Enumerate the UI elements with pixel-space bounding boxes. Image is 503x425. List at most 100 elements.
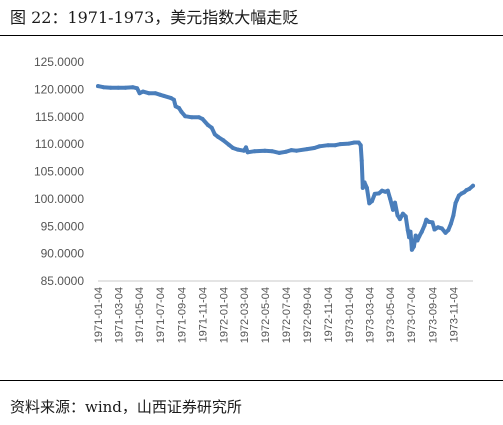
x-tick-label: 1971-03-04 xyxy=(113,287,125,343)
x-tick-label: 1971-01-04 xyxy=(93,287,105,343)
data-point xyxy=(397,217,402,222)
y-tick-label: 110.0000 xyxy=(35,137,84,151)
data-point xyxy=(380,188,384,193)
data-point xyxy=(101,85,106,90)
y-tick-label: 90.0000 xyxy=(41,247,85,261)
data-point xyxy=(427,219,431,224)
data-point xyxy=(305,147,310,152)
data-point xyxy=(197,115,201,120)
data-point xyxy=(432,227,437,232)
series-line xyxy=(96,84,475,252)
data-point xyxy=(209,125,214,130)
x-tick-labels: 1971-01-04 1971-03-04 1971-05-04 1971-07-04… xyxy=(93,287,460,343)
x-tick-label: 1971-11-04 xyxy=(197,287,209,342)
data-point xyxy=(283,149,288,154)
x-tick-label: 1973-03-04 xyxy=(364,287,376,343)
data-point xyxy=(252,149,257,154)
data-point xyxy=(388,196,393,201)
x-tick-label: 1972-09-04 xyxy=(302,287,314,343)
data-point xyxy=(446,228,451,233)
data-point xyxy=(262,148,267,153)
data-point xyxy=(376,191,381,196)
y-tick-labels: 85.0000 90.0000 95.0000 100.0000 105.0000 110… xyxy=(34,55,84,288)
data-point xyxy=(123,85,128,90)
data-point xyxy=(359,158,364,163)
data-point xyxy=(171,97,176,102)
data-point xyxy=(130,85,135,90)
data-point xyxy=(141,89,145,94)
x-tick-label: 1971-07-04 xyxy=(155,287,167,343)
data-point xyxy=(403,214,408,219)
data-point xyxy=(96,84,100,89)
data-point xyxy=(408,229,413,234)
data-point xyxy=(245,150,250,155)
data-point xyxy=(226,142,231,147)
data-point xyxy=(179,109,184,114)
data-point xyxy=(231,146,235,150)
data-point xyxy=(443,230,448,235)
data-point xyxy=(436,225,440,230)
data-point xyxy=(244,145,248,150)
bottom-rule xyxy=(0,380,503,381)
x-tick-label: 1971-05-04 xyxy=(134,287,146,343)
x-tick-label: 1973-05-04 xyxy=(385,287,397,343)
data-point xyxy=(430,220,435,225)
data-points xyxy=(96,84,475,252)
data-point xyxy=(212,132,217,137)
data-point xyxy=(356,140,361,145)
x-tick-label: 1973-01-04 xyxy=(344,287,356,343)
data-point xyxy=(221,138,226,143)
data-point xyxy=(326,143,331,148)
y-tick-label: 115.0000 xyxy=(35,110,84,124)
data-point xyxy=(411,244,416,249)
data-point xyxy=(294,148,299,153)
x-tick-label: 1972-01-04 xyxy=(218,287,230,343)
data-point xyxy=(364,185,369,190)
data-point xyxy=(153,91,158,96)
figure-title: 图 22：1971-1973，美元指数大幅走贬 xyxy=(10,8,299,27)
data-point xyxy=(456,193,461,198)
data-point xyxy=(395,213,400,218)
x-tick-label: 1972-05-04 xyxy=(260,287,272,343)
data-point xyxy=(235,147,240,152)
data-point xyxy=(367,201,372,206)
data-point xyxy=(189,115,194,120)
top-rule xyxy=(0,35,503,36)
data-point xyxy=(270,149,275,154)
data-point xyxy=(454,198,459,202)
y-tick-label: 95.0000 xyxy=(41,219,85,233)
data-point xyxy=(347,141,351,146)
source-note: 资料来源：wind，山西证券研究所 xyxy=(10,398,242,416)
data-point xyxy=(317,144,322,149)
data-point xyxy=(137,91,142,96)
data-point xyxy=(417,234,422,239)
x-tick-label: 1971-09-04 xyxy=(176,287,188,343)
data-point xyxy=(391,207,395,212)
y-tick-label: 100.0000 xyxy=(34,192,84,206)
x-tick-label: 1973-09-04 xyxy=(427,287,439,343)
data-point xyxy=(422,223,427,228)
data-point xyxy=(216,135,221,139)
data-point xyxy=(241,148,246,153)
data-point xyxy=(360,185,365,190)
data-point xyxy=(205,123,210,127)
data-point xyxy=(400,211,405,216)
data-point xyxy=(277,150,282,155)
data-point xyxy=(453,201,458,206)
data-point xyxy=(358,143,363,148)
data-point xyxy=(108,85,113,90)
data-point xyxy=(407,235,412,240)
data-point xyxy=(200,116,205,121)
data-point xyxy=(183,114,188,119)
data-point xyxy=(173,104,178,109)
data-point xyxy=(333,143,338,148)
data-point xyxy=(370,199,374,204)
data-point xyxy=(289,148,294,153)
y-tick-label: 120.0000 xyxy=(34,82,84,96)
y-tick-label: 105.0000 xyxy=(34,165,84,179)
data-point xyxy=(419,229,424,234)
y-tick-label: 125.0000 xyxy=(34,55,84,69)
data-point xyxy=(116,85,121,90)
data-point xyxy=(393,200,397,205)
x-tick-label: 1973-11-04 xyxy=(448,287,460,342)
